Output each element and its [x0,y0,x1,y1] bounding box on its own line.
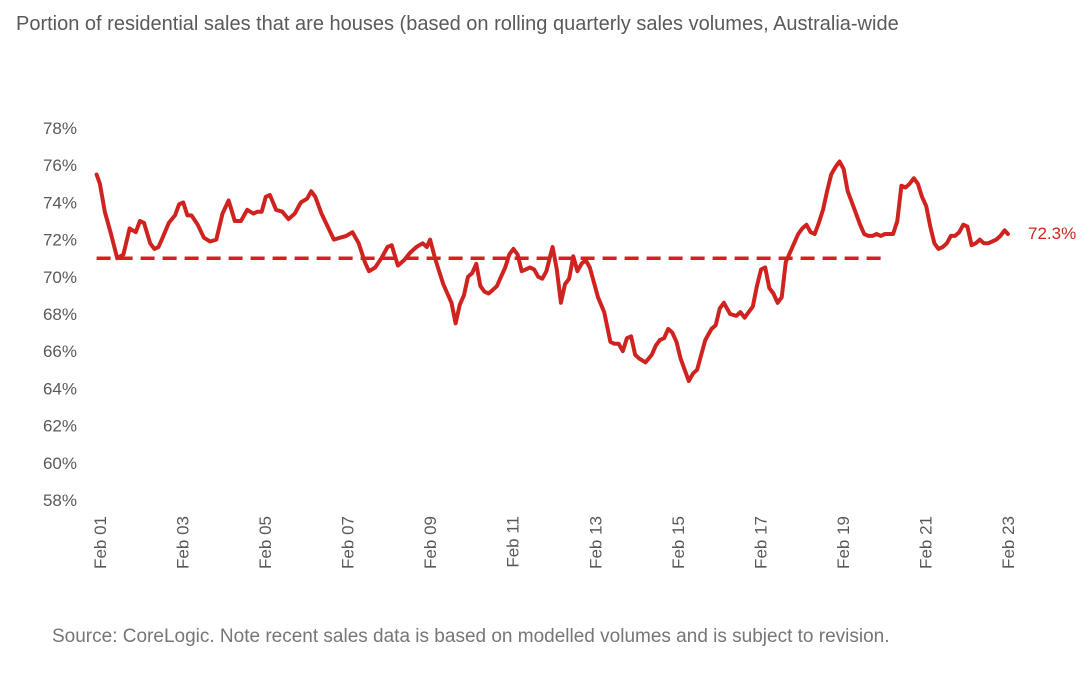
x-tick-label: Feb 05 [256,516,275,569]
end-value-label: 72.3% [1028,224,1076,243]
x-tick-label: Feb 15 [669,516,688,569]
x-tick-label: Feb 09 [421,516,440,569]
x-tick-label: Feb 21 [916,516,935,569]
x-tick-label: Feb 17 [751,516,770,569]
x-tick-label: Feb 03 [174,516,193,569]
chart-title: Portion of residential sales that are ho… [16,13,899,35]
y-tick-label: 64% [43,379,77,398]
series-layer [94,159,1010,383]
y-tick-label: 74% [43,193,77,212]
y-tick-label: 78% [43,119,77,138]
x-tick-label: Feb 19 [834,516,853,569]
x-tick-label: Feb 01 [91,516,110,569]
y-tick-label: 72% [43,231,77,250]
x-tick-label: Feb 13 [586,516,605,569]
x-axis: Feb 01 Feb 03 Feb 05 Feb 07 Feb 09 Feb 11 Feb … [91,516,1018,569]
y-tick-label: 76% [43,156,77,175]
x-tick-label: Feb 11 [504,516,523,568]
x-tick-label: Feb 23 [999,516,1018,569]
y-tick-label: 62% [43,417,77,436]
y-axis: 58% 60% 62% 64% 66% 68% 70% 72% 74% 76% 78% [43,119,77,510]
y-tick-label: 58% [43,491,77,510]
y-tick-label: 66% [43,342,77,361]
y-tick-label: 68% [43,305,77,324]
y-tick-label: 70% [43,268,77,287]
house-share-series-line [94,159,1010,383]
x-tick-label: Feb 07 [339,516,358,569]
source-note: Source: CoreLogic. Note recent sales dat… [52,626,890,647]
y-tick-label: 60% [43,454,77,473]
